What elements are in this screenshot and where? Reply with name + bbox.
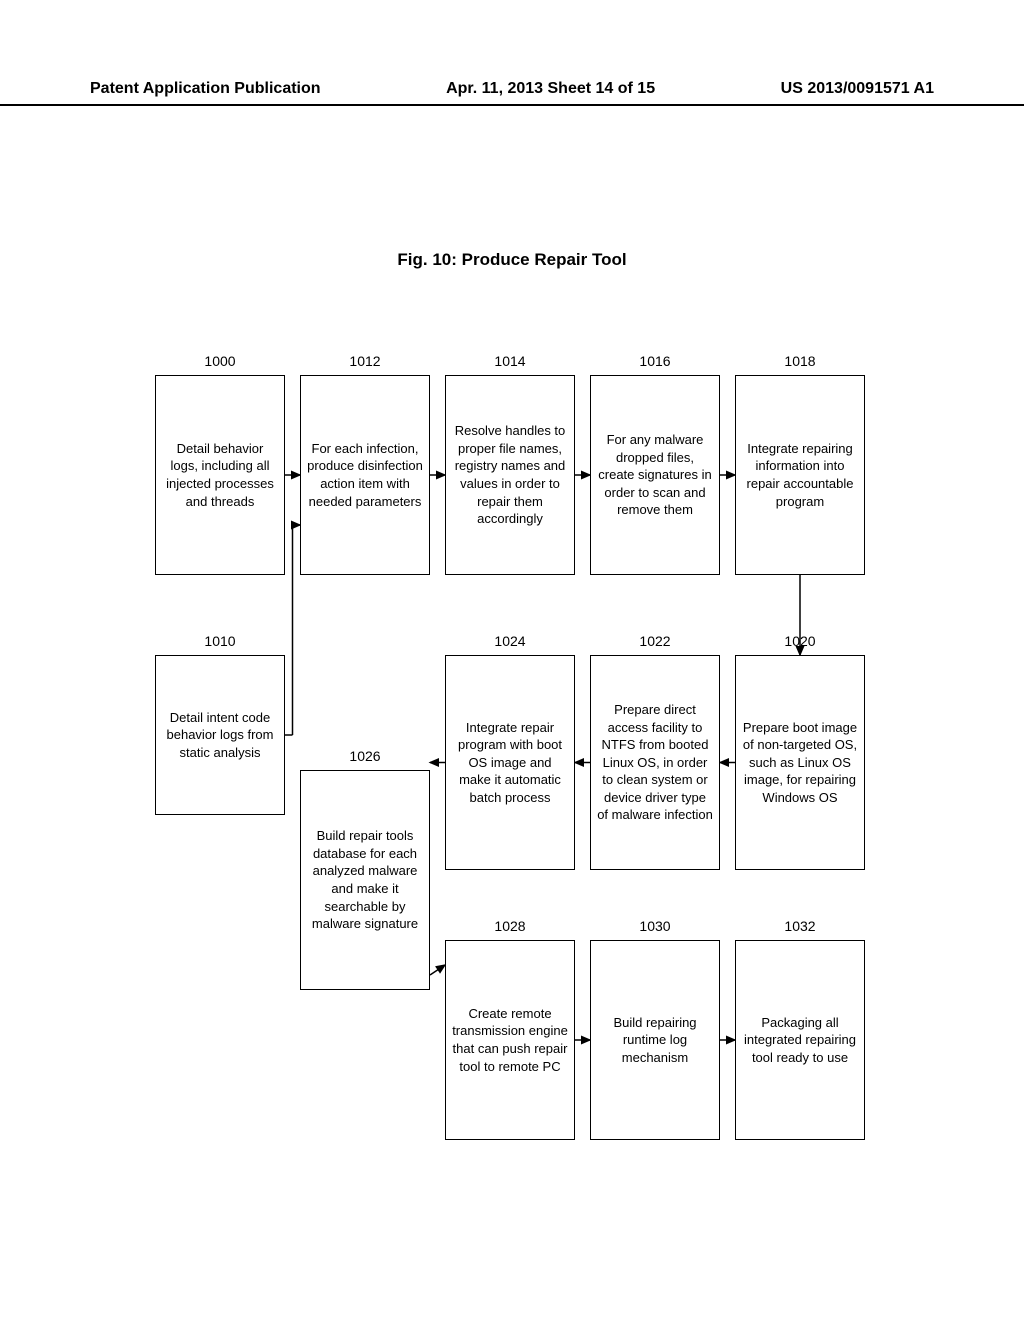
- node-label-1010: 1010: [190, 633, 250, 649]
- header-right: US 2013/0091571 A1: [781, 80, 934, 98]
- node-box-1018: Integrate repairing information into rep…: [735, 375, 865, 575]
- node-text-1030: Build repairing runtime log mechanism: [597, 1014, 713, 1067]
- node-label-1032: 1032: [770, 918, 830, 934]
- node-label-1014: 1014: [480, 353, 540, 369]
- node-label-1024: 1024: [480, 633, 540, 649]
- node-box-1010: Detail intent code behavior logs from st…: [155, 655, 285, 815]
- node-text-1014: Resolve handles to proper file names, re…: [452, 422, 568, 527]
- node-box-1014: Resolve handles to proper file names, re…: [445, 375, 575, 575]
- node-box-1020: Prepare boot image of non-targeted OS, s…: [735, 655, 865, 870]
- node-box-1030: Build repairing runtime log mechanism: [590, 940, 720, 1140]
- page-header: Patent Application Publication Apr. 11, …: [0, 80, 1024, 106]
- figure-title: Fig. 10: Produce Repair Tool: [0, 250, 1024, 270]
- node-text-1020: Prepare boot image of non-targeted OS, s…: [742, 719, 858, 807]
- node-text-1000: Detail behavior logs, including all inje…: [162, 440, 278, 510]
- node-box-1016: For any malware dropped files, create si…: [590, 375, 720, 575]
- header-left: Patent Application Publication: [90, 80, 321, 98]
- node-label-1018: 1018: [770, 353, 830, 369]
- node-text-1010: Detail intent code behavior logs from st…: [162, 709, 278, 762]
- node-label-1028: 1028: [480, 918, 540, 934]
- node-label-1000: 1000: [190, 353, 250, 369]
- node-box-1026: Build repair tools database for each ana…: [300, 770, 430, 990]
- node-box-1022: Prepare direct access facility to NTFS f…: [590, 655, 720, 870]
- node-text-1024: Integrate repair program with boot OS im…: [452, 719, 568, 807]
- node-label-1030: 1030: [625, 918, 685, 934]
- node-label-1016: 1016: [625, 353, 685, 369]
- node-text-1028: Create remote transmission engine that c…: [452, 1005, 568, 1075]
- node-label-1022: 1022: [625, 633, 685, 649]
- node-box-1032: Packaging all integrated repairing tool …: [735, 940, 865, 1140]
- node-box-1028: Create remote transmission engine that c…: [445, 940, 575, 1140]
- node-text-1032: Packaging all integrated repairing tool …: [742, 1014, 858, 1067]
- node-text-1016: For any malware dropped files, create si…: [597, 431, 713, 519]
- node-box-1024: Integrate repair program with boot OS im…: [445, 655, 575, 870]
- node-label-1012: 1012: [335, 353, 395, 369]
- node-box-1012: For each infection, produce disinfection…: [300, 375, 430, 575]
- node-box-1000: Detail behavior logs, including all inje…: [155, 375, 285, 575]
- node-text-1018: Integrate repairing information into rep…: [742, 440, 858, 510]
- header-center: Apr. 11, 2013 Sheet 14 of 15: [446, 80, 655, 98]
- node-label-1020: 1020: [770, 633, 830, 649]
- node-text-1022: Prepare direct access facility to NTFS f…: [597, 701, 713, 824]
- node-label-1026: 1026: [335, 748, 395, 764]
- node-text-1012: For each infection, produce disinfection…: [307, 440, 423, 510]
- node-text-1026: Build repair tools database for each ana…: [307, 827, 423, 932]
